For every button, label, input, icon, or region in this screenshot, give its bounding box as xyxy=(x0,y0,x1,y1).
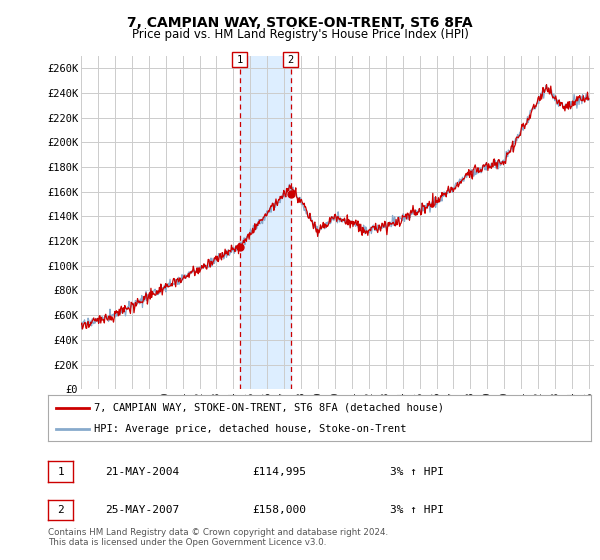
Text: 7, CAMPIAN WAY, STOKE-ON-TRENT, ST6 8FA: 7, CAMPIAN WAY, STOKE-ON-TRENT, ST6 8FA xyxy=(127,16,473,30)
Text: 3% ↑ HPI: 3% ↑ HPI xyxy=(390,505,444,515)
Text: Contains HM Land Registry data © Crown copyright and database right 2024.
This d: Contains HM Land Registry data © Crown c… xyxy=(48,528,388,547)
Text: HPI: Average price, detached house, Stoke-on-Trent: HPI: Average price, detached house, Stok… xyxy=(94,424,407,434)
Text: 25-MAY-2007: 25-MAY-2007 xyxy=(105,505,179,515)
Bar xyxy=(232,52,247,67)
Text: £114,995: £114,995 xyxy=(252,466,306,477)
Text: 3% ↑ HPI: 3% ↑ HPI xyxy=(390,466,444,477)
Text: 7, CAMPIAN WAY, STOKE-ON-TRENT, ST6 8FA (detached house): 7, CAMPIAN WAY, STOKE-ON-TRENT, ST6 8FA … xyxy=(94,403,444,413)
Text: 21-MAY-2004: 21-MAY-2004 xyxy=(105,466,179,477)
Bar xyxy=(283,52,298,67)
Text: 2: 2 xyxy=(57,505,64,515)
Text: 2: 2 xyxy=(287,55,294,65)
Text: 1: 1 xyxy=(236,55,243,65)
Text: £158,000: £158,000 xyxy=(252,505,306,515)
Text: Price paid vs. HM Land Registry's House Price Index (HPI): Price paid vs. HM Land Registry's House … xyxy=(131,28,469,41)
Text: 1: 1 xyxy=(57,466,64,477)
Bar xyxy=(240,56,290,389)
